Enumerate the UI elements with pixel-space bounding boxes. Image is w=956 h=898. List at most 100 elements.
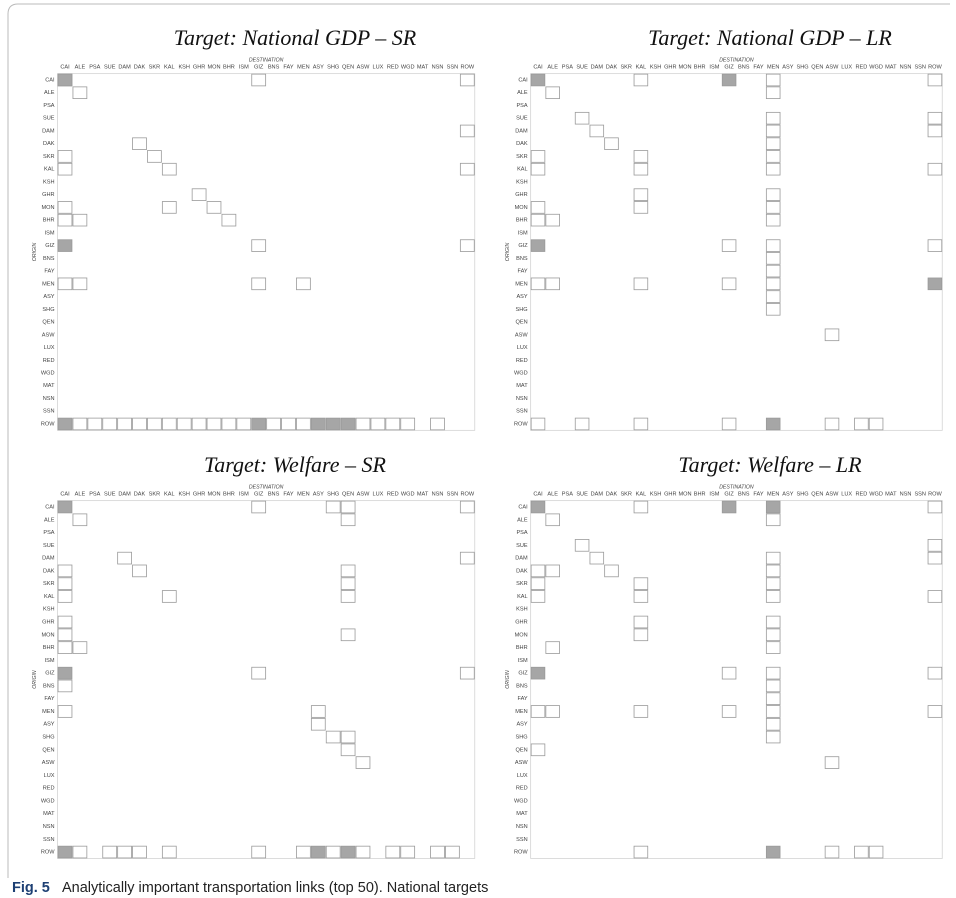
row-label: DAK xyxy=(43,568,55,574)
link-cell xyxy=(400,417,416,431)
column-label: ASY xyxy=(782,64,793,70)
link-cell xyxy=(927,277,943,291)
link-cell xyxy=(459,124,475,138)
link-cell xyxy=(765,513,781,527)
link-cell xyxy=(765,717,781,731)
link-cell xyxy=(530,277,546,291)
column-label: QEN xyxy=(811,491,823,497)
caption-label: Fig. 5 xyxy=(12,880,50,896)
column-label: ASW xyxy=(826,491,839,497)
link-cell xyxy=(765,705,781,718)
row-label: KSH xyxy=(43,607,55,613)
link-cell xyxy=(102,845,118,859)
row-label: CAI xyxy=(518,504,528,510)
link-cell xyxy=(574,111,590,125)
column-label: MAT xyxy=(417,64,429,70)
row-label: LUX xyxy=(517,773,528,779)
link-cell xyxy=(765,111,781,125)
link-cell xyxy=(530,500,546,514)
link-cell xyxy=(633,417,649,431)
link-cell xyxy=(251,666,267,680)
link-cell xyxy=(206,417,222,431)
link-cell xyxy=(765,500,781,514)
link-cell xyxy=(132,137,147,150)
row-label: MEN xyxy=(42,281,54,287)
link-cell xyxy=(530,577,546,590)
link-cell xyxy=(57,201,73,214)
row-label: BNS xyxy=(43,256,55,262)
link-cell xyxy=(765,692,781,705)
row-label: NSN xyxy=(43,396,55,402)
column-label: QEN xyxy=(342,491,354,497)
link-cell xyxy=(927,590,943,603)
column-label: MON xyxy=(678,491,691,497)
row-label: QEN xyxy=(42,320,54,326)
link-cell xyxy=(87,417,103,431)
row-label: ROW xyxy=(514,421,528,427)
link-cell xyxy=(604,564,619,578)
matrix-panel: Target: National GDP – SR DESTINATION ORIG… xyxy=(32,25,476,431)
row-label: SHG xyxy=(516,307,528,313)
link-cell xyxy=(176,417,192,431)
link-cell xyxy=(132,845,147,859)
link-cell xyxy=(459,162,475,176)
link-cell xyxy=(545,86,560,100)
column-label: ISM xyxy=(239,64,249,70)
panel-title: Target: National GDP – LR xyxy=(648,25,892,50)
link-cell xyxy=(57,564,73,578)
column-label: CAI xyxy=(60,491,70,497)
matrix-panel: Target: National GDP – LR DESTINATION ORIG… xyxy=(505,25,943,431)
link-cell xyxy=(266,417,281,431)
row-label: ASY xyxy=(516,294,527,300)
column-label: NSN xyxy=(900,491,912,497)
column-label: ASW xyxy=(826,64,839,70)
column-label: ALE xyxy=(547,491,558,497)
row-label: ROW xyxy=(41,850,55,856)
row-label: SSN xyxy=(516,837,528,843)
link-cell xyxy=(765,252,781,265)
column-label: KSH xyxy=(650,491,662,497)
row-label: ASY xyxy=(43,722,54,728)
row-label: RED xyxy=(516,786,528,792)
link-cell xyxy=(310,705,326,718)
row-label: PSA xyxy=(516,530,527,536)
link-cell xyxy=(927,500,943,514)
row-label: DAK xyxy=(516,141,528,147)
column-label: FAY xyxy=(753,491,763,497)
column-label: FAY xyxy=(753,64,763,70)
row-label: ALE xyxy=(44,517,55,523)
link-cell xyxy=(854,417,869,431)
origin-label: ORIGIN xyxy=(32,243,38,262)
link-cell xyxy=(430,417,445,431)
column-label: RED xyxy=(855,491,867,497)
row-label: CAI xyxy=(45,77,55,83)
column-label: LUX xyxy=(841,491,852,497)
link-cell xyxy=(72,417,88,431)
link-cell xyxy=(355,417,371,431)
link-cell xyxy=(370,417,386,431)
link-cell xyxy=(57,666,73,680)
link-cell xyxy=(633,845,649,859)
link-cell xyxy=(545,564,560,578)
link-cell xyxy=(927,73,943,87)
link-cell xyxy=(633,150,649,163)
link-cell xyxy=(633,73,649,87)
link-cell xyxy=(765,290,781,303)
row-label: MON xyxy=(41,205,54,211)
link-cell xyxy=(57,239,73,252)
link-cell xyxy=(633,188,649,201)
row-label: QEN xyxy=(516,747,528,753)
link-cell xyxy=(251,845,267,859)
row-label: NSN xyxy=(516,396,528,402)
column-label: SHG xyxy=(327,491,339,497)
link-cell xyxy=(545,513,560,527)
origin-label: ORIGIN xyxy=(32,670,38,689)
link-cell xyxy=(57,628,73,642)
column-label: BNS xyxy=(268,491,280,497)
link-cell xyxy=(824,328,840,342)
link-cell xyxy=(765,641,781,654)
row-label: SUE xyxy=(516,543,528,549)
destination-label: DESTINATION xyxy=(249,484,284,490)
link-cell xyxy=(765,417,781,431)
row-label: MON xyxy=(41,632,54,638)
